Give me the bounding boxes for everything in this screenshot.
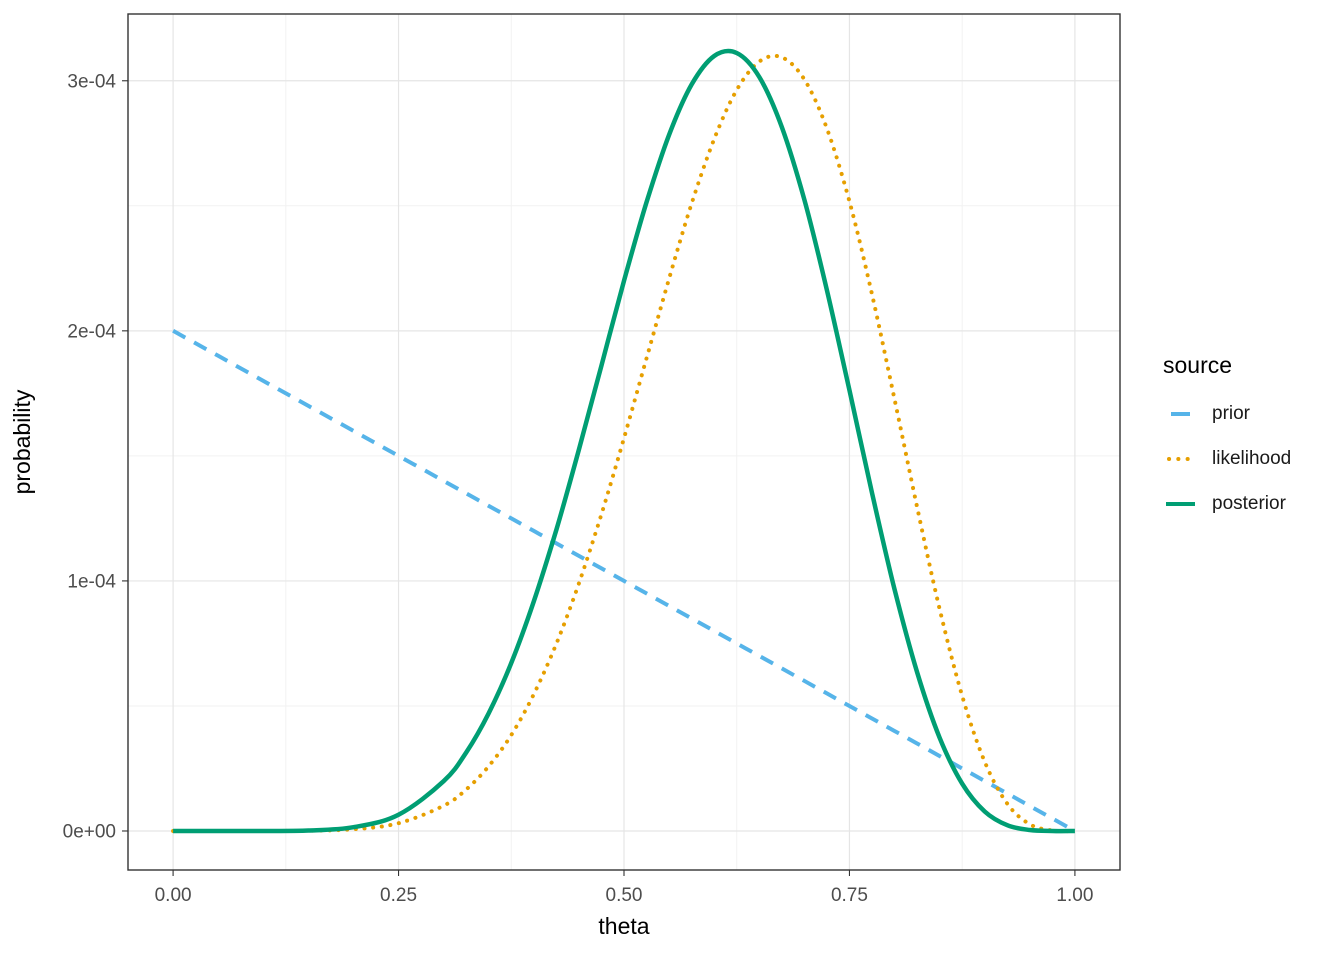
legend-label-prior: prior (1212, 402, 1251, 424)
legend-entry-prior: prior (1163, 391, 1291, 436)
legend: source prior likelihood posterior (1163, 352, 1291, 526)
prior-key-dashed-line (1171, 411, 1190, 416)
x-tick-label: 0.00 (155, 885, 192, 906)
posterior-key-solid-line (1166, 501, 1195, 506)
x-tick-label: 0.25 (380, 885, 417, 906)
x-tick-label: 0.50 (606, 885, 643, 906)
y-tick-label: 2e-04 (67, 321, 116, 342)
x-axis-title: theta (598, 913, 649, 939)
y-axis-title: probability (9, 389, 35, 494)
x-tick-label: 1.00 (1056, 885, 1093, 906)
legend-entry-posterior: posterior (1163, 481, 1291, 526)
x-tick-label: 0.75 (831, 885, 868, 906)
y-tick-label: 3e-04 (67, 71, 116, 92)
y-tick-label: 0e+00 (63, 821, 116, 842)
y-tick-label: 1e-04 (67, 571, 116, 592)
curve-posterior (173, 48, 1075, 834)
legend-label-likelihood: likelihood (1212, 447, 1292, 469)
curve-prior (172, 329, 1076, 833)
legend-label-posterior: posterior (1212, 492, 1286, 514)
legend-title: source (1163, 352, 1233, 378)
legend-entry-likelihood: likelihood (1163, 436, 1291, 481)
likelihood-key-dotted-line (1167, 456, 1195, 461)
